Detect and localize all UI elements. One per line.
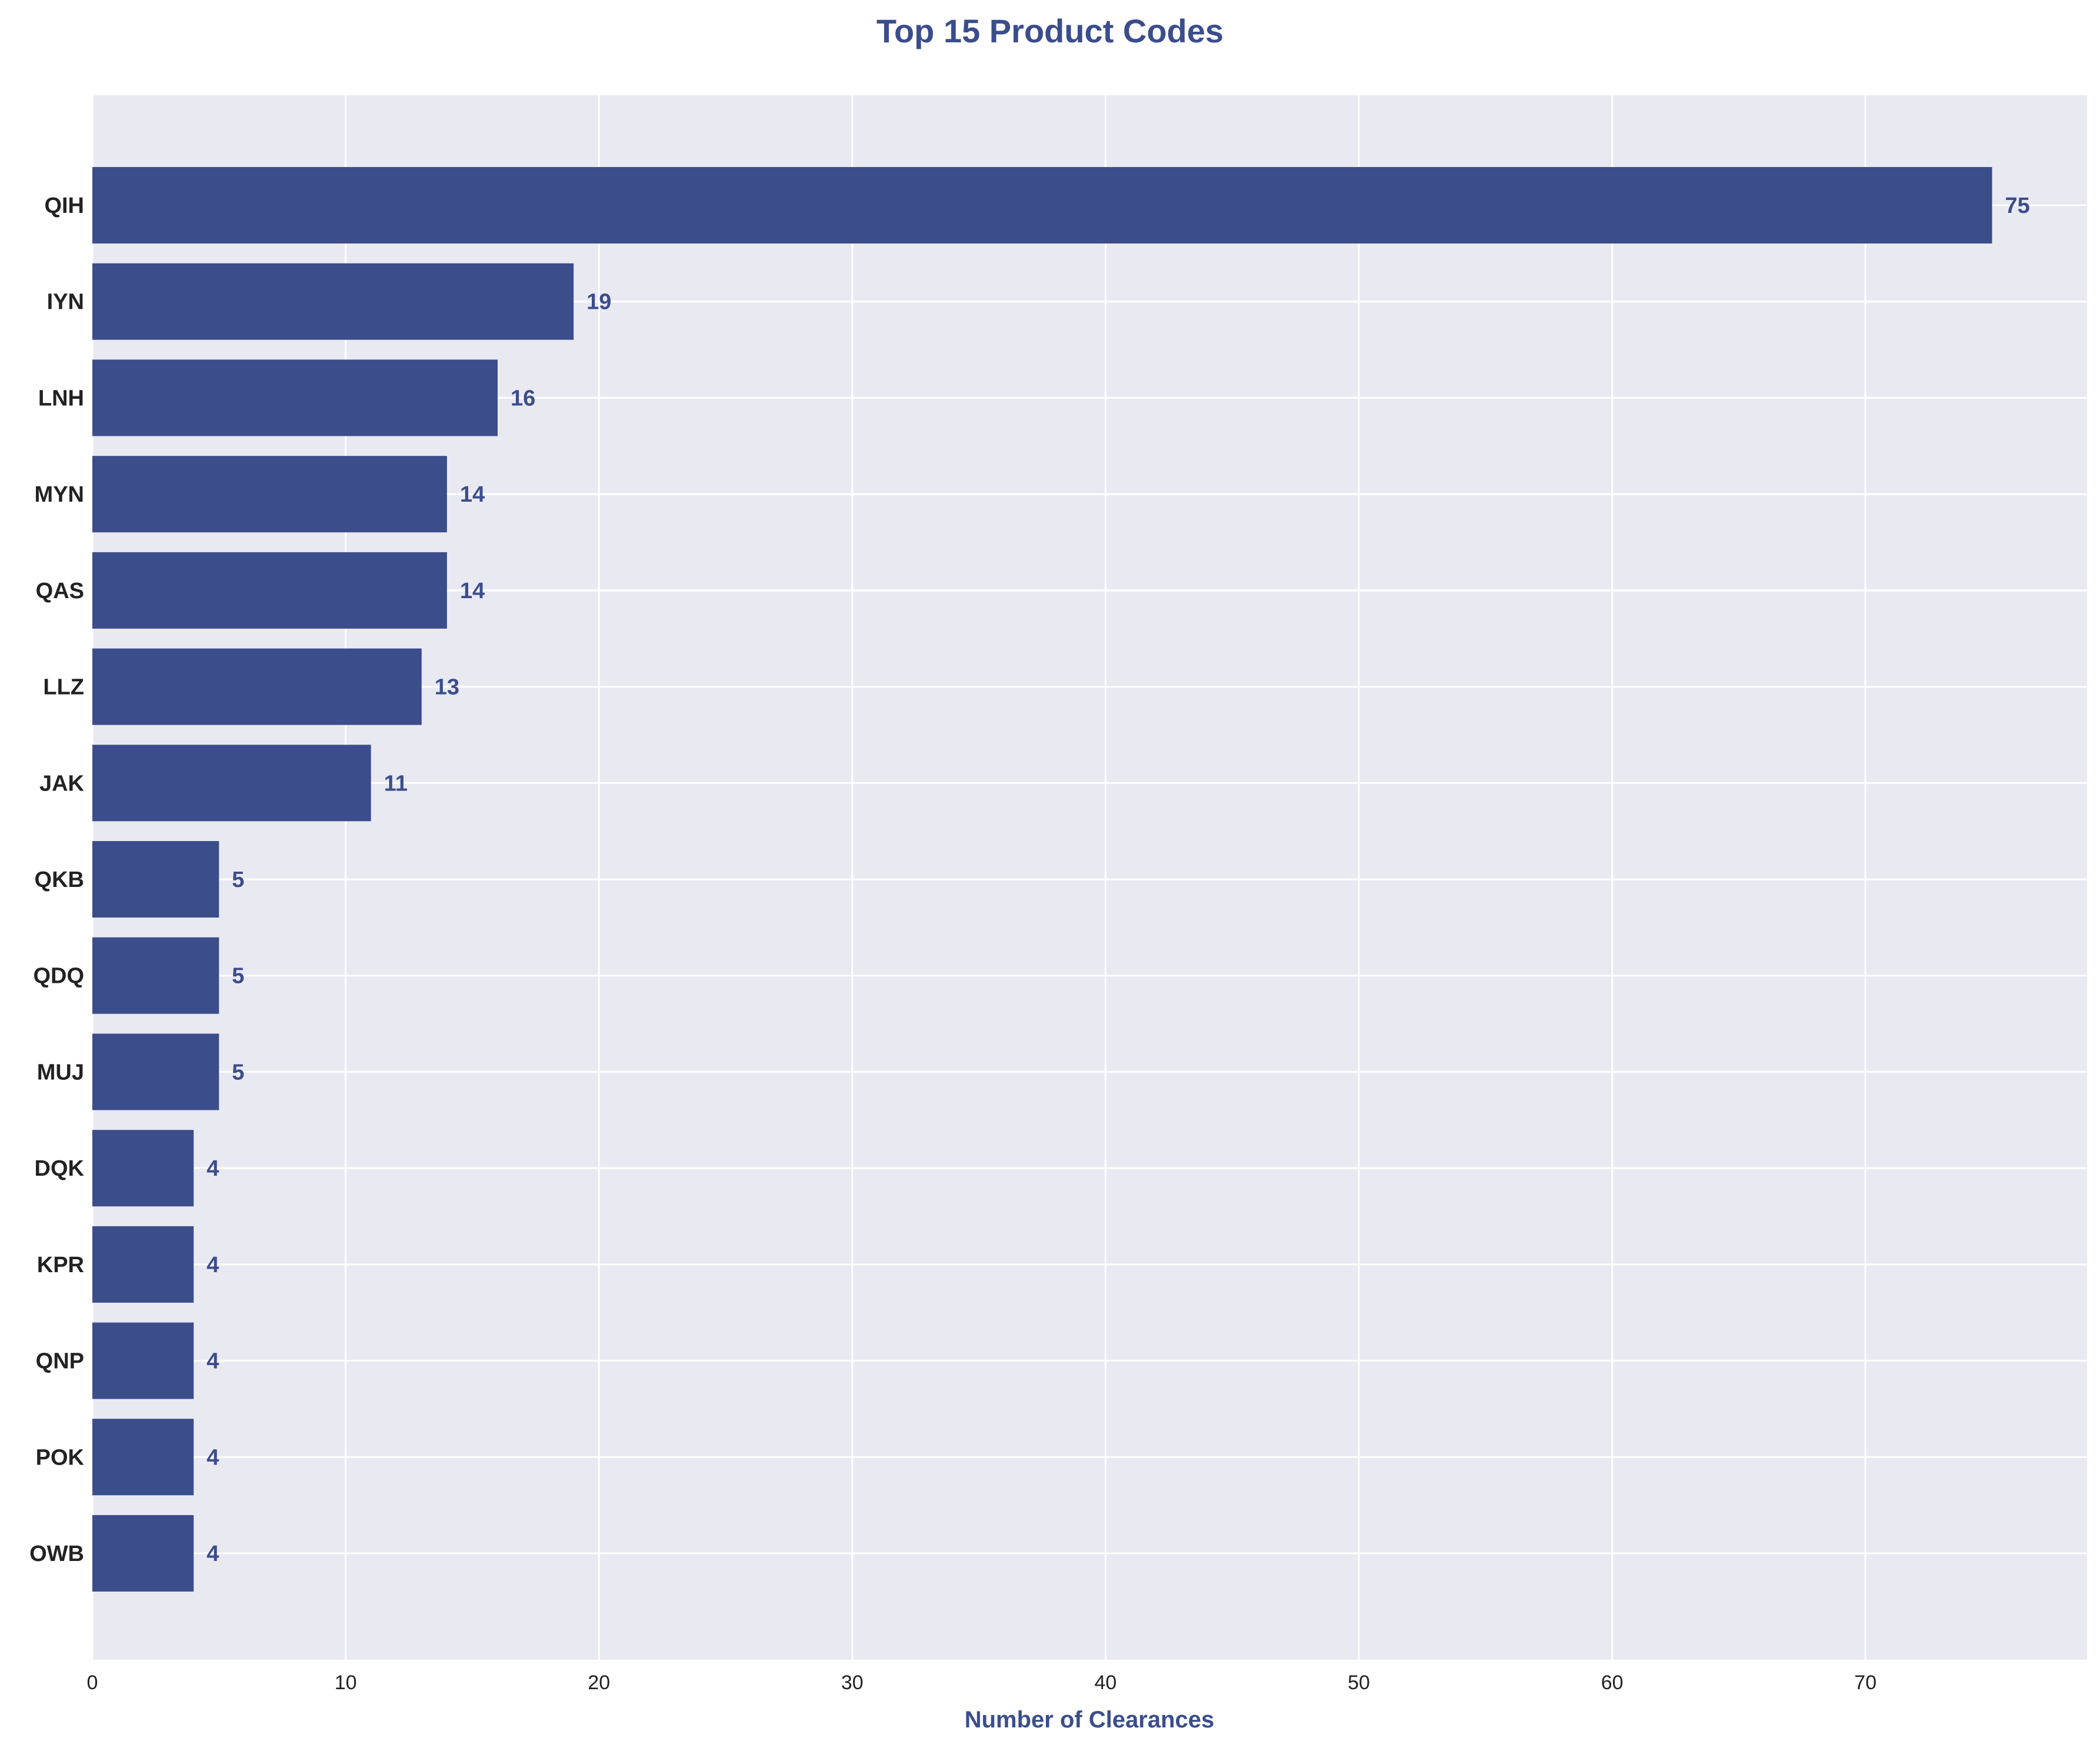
data-label: 4 — [206, 1253, 219, 1277]
plot-area — [92, 95, 2087, 1660]
bars — [92, 167, 1992, 1592]
data-label: 19 — [586, 290, 611, 315]
y-tick-label: DQK — [35, 1156, 85, 1181]
y-tick-labels: QIH IYN LNH MYN QAS LLZ JAK QKB QDQ MUJ DQK KPR QNP P… — [29, 194, 84, 1566]
data-label: 16 — [511, 386, 535, 411]
x-tick-label: 40 — [1094, 1672, 1116, 1694]
bar-kpr — [92, 1226, 194, 1303]
data-label: 4 — [206, 1542, 219, 1566]
data-label: 4 — [206, 1349, 219, 1374]
y-tick-label: LLZ — [43, 675, 84, 700]
y-tick-label: MYN — [35, 482, 84, 507]
y-tick-label: JAK — [39, 771, 85, 796]
data-label: 4 — [206, 1156, 219, 1181]
x-tick-label: 70 — [1854, 1672, 1876, 1694]
data-label: 4 — [206, 1445, 219, 1470]
x-tick-label: 50 — [1348, 1672, 1370, 1694]
x-tick-labels: 0 10 20 30 40 50 60 70 — [87, 1672, 1877, 1694]
bar-qih — [92, 167, 1992, 243]
bar-iyn — [92, 263, 574, 340]
bar-muj — [92, 1033, 219, 1110]
y-tick-label: LNH — [38, 386, 84, 411]
bar-pok — [92, 1419, 194, 1496]
y-tick-label: QDQ — [33, 964, 84, 989]
data-label: 5 — [232, 1060, 244, 1085]
bar-qnp — [92, 1322, 194, 1399]
x-axis-label: Number of Clearances — [965, 1707, 1215, 1733]
data-label: 14 — [460, 482, 485, 507]
data-label: 5 — [232, 964, 244, 989]
bar-owb — [92, 1515, 194, 1592]
bar-llz — [92, 648, 422, 725]
data-label: 11 — [384, 771, 408, 796]
bar-dqk — [92, 1130, 194, 1207]
bar-qkb — [92, 841, 219, 918]
x-tick-label: 10 — [335, 1672, 357, 1694]
y-tick-label: MUJ — [37, 1060, 84, 1085]
bar-qdq — [92, 937, 219, 1014]
y-tick-label: IYN — [47, 290, 84, 315]
bar-qas — [92, 552, 447, 629]
x-tick-label: 60 — [1601, 1672, 1624, 1694]
y-tick-label: OWB — [29, 1542, 84, 1566]
bar-myn — [92, 456, 447, 533]
y-tick-label: QNP — [36, 1349, 84, 1374]
chart-title: Top 15 Product Codes — [876, 12, 1224, 49]
y-tick-label: POK — [36, 1445, 85, 1470]
y-tick-label: QKB — [35, 868, 84, 892]
bar-jak — [92, 745, 371, 822]
data-labels: 75 19 16 14 14 13 11 5 5 5 4 4 4 4 4 — [206, 194, 2030, 1566]
y-tick-label: QIH — [44, 194, 84, 218]
data-label: 75 — [2005, 194, 2030, 218]
y-tick-label: KPR — [37, 1253, 84, 1277]
bar-lnh — [92, 359, 498, 436]
data-label: 5 — [232, 868, 244, 892]
x-tick-label: 30 — [841, 1672, 864, 1694]
x-tick-label: 0 — [87, 1672, 98, 1694]
data-label: 13 — [435, 675, 459, 700]
x-tick-label: 20 — [588, 1672, 610, 1694]
y-tick-label: QAS — [36, 579, 84, 603]
data-label: 14 — [460, 579, 485, 603]
